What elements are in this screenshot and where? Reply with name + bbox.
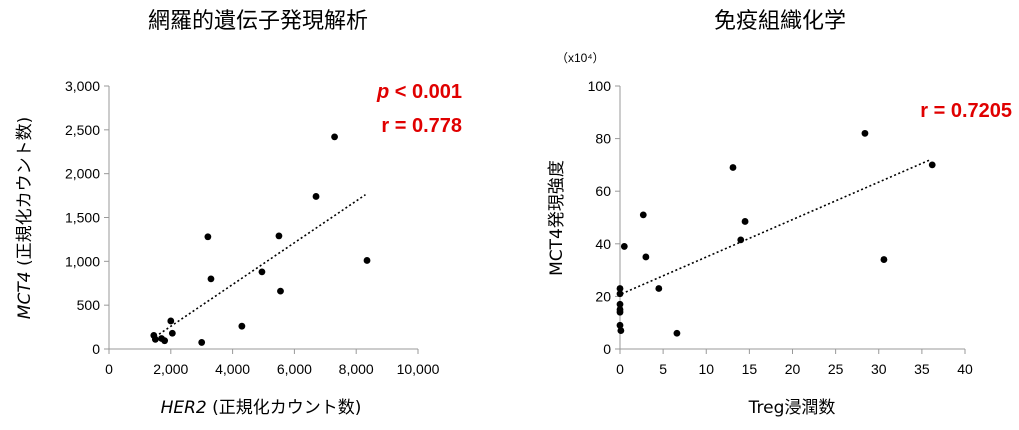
right-x-tick-label: 30 — [871, 361, 887, 377]
p-value-annotation: p < 0.001 — [376, 81, 462, 103]
left-y-axis-label-italic: MCT4 — [15, 271, 35, 319]
right-chart: 免疫組織化学 （x10⁴） 0 5 10 15 20 25 30 35 40 0 20 40 60 80 1… — [547, 9, 1012, 418]
right-chart-title: 免疫組織化学 — [714, 9, 846, 34]
right-data-point — [741, 218, 749, 225]
right-data-point — [617, 327, 625, 334]
left-trendline — [154, 194, 366, 338]
right-data-point — [616, 300, 624, 308]
right-trendline — [621, 158, 931, 295]
left-y-tick-label: 1,000 — [65, 253, 100, 269]
left-y-tick-label: 2,500 — [65, 122, 100, 138]
left-x-tick-label: 10,000 — [397, 361, 440, 377]
right-data-point — [616, 285, 624, 292]
left-x-axis-label-italic: HER2 — [161, 398, 207, 418]
p-value-text: < 0.001 — [389, 81, 462, 103]
left-chart-title: 網羅的遺伝子発現解析 — [148, 9, 368, 34]
left-data-point — [312, 193, 320, 200]
right-data-point — [620, 243, 628, 250]
right-data-point — [673, 329, 681, 337]
right-x-tick-label: 35 — [914, 361, 930, 377]
right-data-point — [729, 164, 737, 171]
right-r-annotation: r = 0.7205 — [920, 100, 1012, 122]
left-y-tick-label: 2,000 — [65, 166, 100, 182]
right-data-point — [655, 285, 663, 292]
right-data-point — [880, 256, 888, 263]
right-x-tick-label: 40 — [957, 361, 973, 377]
left-data-point — [161, 337, 169, 345]
left-data-point — [198, 339, 206, 346]
right-y-tick-label: 80 — [595, 131, 611, 147]
left-data-point — [363, 257, 371, 264]
right-y-unit-note: （x10⁴） — [556, 51, 605, 65]
right-x-tick-label: 5 — [659, 361, 667, 377]
right-data-point — [616, 290, 624, 298]
right-y-tick-label: 20 — [595, 288, 611, 304]
left-y-axis-label: MCT4 (正規化カウント数) — [15, 117, 35, 319]
left-r-annotation: r = 0.778 — [381, 115, 462, 137]
left-x-axis-label: HER2 (正規化カウント数) — [161, 398, 362, 418]
left-x-tick-label: 8,000 — [339, 361, 374, 377]
right-data-point — [616, 308, 624, 316]
left-data-point — [151, 335, 159, 343]
left-x-tick-label: 2,000 — [153, 361, 188, 377]
left-x-tick-label: 4,000 — [215, 361, 250, 377]
left-x-tick-label: 0 — [105, 361, 113, 377]
right-y-tick-label: 40 — [595, 236, 611, 252]
right-data-point — [639, 211, 647, 219]
right-data-point — [861, 129, 869, 137]
left-data-point — [258, 268, 266, 276]
right-data-point — [616, 321, 624, 329]
left-data-point — [207, 275, 215, 283]
left-data-point — [331, 133, 338, 141]
right-y-tick-label: 60 — [595, 183, 611, 199]
left-data-point — [277, 287, 284, 295]
left-y-axis-label-rest: (正規化カウント数) — [15, 117, 35, 272]
right-y-axis-label: MCT4発現強度 — [547, 160, 567, 276]
left-x-tick-label: 6,000 — [277, 361, 312, 377]
left-data-point — [275, 232, 283, 240]
left-y-tick-label: 3,000 — [65, 78, 100, 94]
left-y-tick-label: 1,500 — [65, 210, 100, 226]
right-y-tick-label: 100 — [588, 78, 612, 94]
left-y-tick-label: 0 — [92, 341, 100, 357]
right-x-tick-label: 0 — [616, 361, 624, 377]
left-data-point — [167, 317, 175, 325]
left-chart: 網羅的遺伝子発現解析 0 2,000 4,000 6,000 8,000 10,000 0 5… — [15, 9, 462, 418]
right-x-tick-label: 15 — [742, 361, 758, 377]
right-data-point — [642, 253, 650, 261]
left-data-point — [238, 322, 246, 330]
right-data-point — [928, 161, 936, 169]
left-data-point — [204, 233, 212, 241]
left-y-tick-label: 500 — [77, 297, 101, 313]
right-x-tick-label: 25 — [828, 361, 844, 377]
left-x-axis-label-rest: (正規化カウント数) — [207, 398, 362, 418]
right-x-axis-label: Treg浸潤数 — [748, 398, 836, 418]
right-y-tick-label: 0 — [603, 341, 611, 357]
right-data-point — [737, 236, 745, 244]
left-data-point — [168, 329, 176, 337]
right-x-tick-label: 10 — [698, 361, 714, 377]
p-value-italic: p — [376, 81, 389, 103]
right-x-tick-label: 20 — [785, 361, 801, 377]
